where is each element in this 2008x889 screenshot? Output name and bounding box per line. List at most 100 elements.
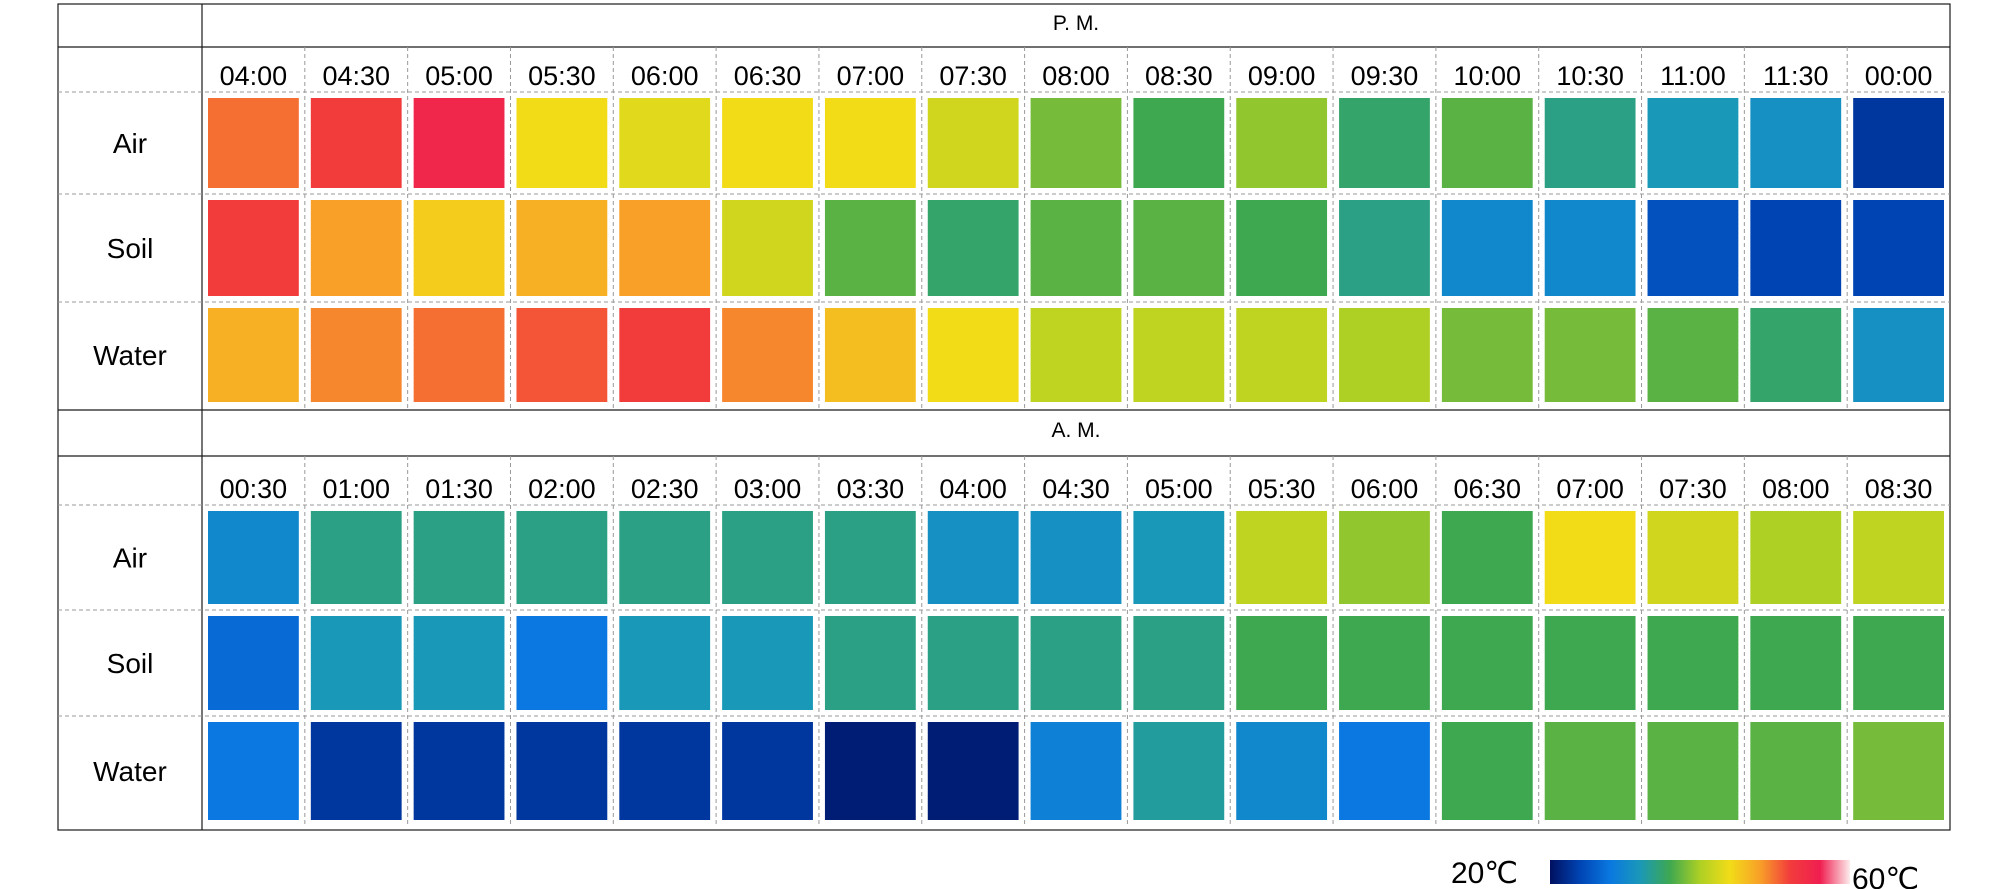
time-label: 03:00 bbox=[734, 474, 802, 504]
thermal-cell bbox=[1339, 98, 1430, 188]
thermal-cell bbox=[516, 98, 608, 188]
time-label: 04:30 bbox=[1042, 474, 1110, 504]
thermal-cell bbox=[1750, 722, 1842, 820]
thermal-cell bbox=[208, 98, 299, 188]
period-label: P. M. bbox=[1053, 12, 1099, 35]
thermal-cell bbox=[927, 98, 1019, 188]
colorbar: 20℃ 60℃ bbox=[1451, 857, 1919, 889]
thermal-cell bbox=[1853, 722, 1944, 820]
time-label: 07:30 bbox=[1659, 474, 1727, 504]
thermal-cell bbox=[1647, 616, 1739, 710]
row-label-air: Air bbox=[113, 543, 147, 574]
thermal-cell bbox=[1853, 98, 1944, 188]
thermal-cell bbox=[1750, 511, 1842, 604]
time-label: 04:00 bbox=[220, 61, 288, 91]
thermal-cell bbox=[619, 98, 711, 188]
time-label: 07:00 bbox=[1556, 474, 1624, 504]
colorbar-min-label: 20℃ bbox=[1451, 857, 1518, 889]
thermal-cell bbox=[1853, 308, 1944, 402]
thermal-cell bbox=[516, 200, 608, 296]
thermal-cell bbox=[516, 308, 608, 402]
time-label: 00:00 bbox=[1865, 61, 1933, 91]
time-label: 04:30 bbox=[322, 61, 390, 91]
thermal-cell bbox=[310, 722, 402, 820]
thermal-cell bbox=[208, 722, 299, 820]
thermal-cell bbox=[1236, 308, 1328, 402]
thermal-cell bbox=[413, 616, 505, 710]
table-frame bbox=[57, 3, 1951, 831]
colorbar-gradient bbox=[1550, 860, 1850, 884]
thermal-cell bbox=[1030, 98, 1122, 188]
thermal-cell bbox=[1030, 308, 1122, 402]
thermal-cell bbox=[413, 722, 505, 820]
thermal-cell bbox=[1544, 722, 1636, 820]
thermal-cell bbox=[1133, 308, 1225, 402]
thermal-cell bbox=[1030, 511, 1122, 604]
thermal-cell bbox=[1647, 98, 1739, 188]
thermal-cell bbox=[1441, 200, 1533, 296]
period-label: A. M. bbox=[1051, 419, 1100, 442]
thermal-cell bbox=[824, 616, 916, 710]
thermal-cell bbox=[722, 98, 813, 188]
row-label-water: Water bbox=[93, 340, 167, 371]
row-label-soil: Soil bbox=[107, 648, 154, 679]
thermal-cell bbox=[1853, 616, 1944, 710]
thermal-cell bbox=[516, 511, 608, 604]
thermal-cell bbox=[1236, 722, 1328, 820]
time-label: 10:30 bbox=[1556, 61, 1624, 91]
thermal-cell bbox=[824, 722, 916, 820]
thermal-cell bbox=[1133, 511, 1225, 604]
time-label: 05:30 bbox=[528, 61, 596, 91]
thermal-cell bbox=[722, 722, 813, 820]
thermal-cell bbox=[310, 200, 402, 296]
time-label: 05:00 bbox=[1145, 474, 1213, 504]
thermal-cell bbox=[1339, 511, 1430, 604]
thermal-cell bbox=[1544, 616, 1636, 710]
thermal-cell bbox=[1133, 722, 1225, 820]
thermal-cell bbox=[824, 200, 916, 296]
thermal-cell bbox=[619, 722, 711, 820]
thermal-cell bbox=[1750, 308, 1842, 402]
thermal-cell bbox=[824, 98, 916, 188]
thermal-cell bbox=[1236, 200, 1328, 296]
thermal-cell bbox=[1339, 308, 1430, 402]
time-label: 06:30 bbox=[734, 61, 802, 91]
time-label: 07:30 bbox=[939, 61, 1007, 91]
thermal-cell bbox=[1030, 722, 1122, 820]
thermal-cell bbox=[1544, 511, 1636, 604]
thermal-cell bbox=[1030, 200, 1122, 296]
thermal-cell bbox=[1441, 308, 1533, 402]
row-label-air: Air bbox=[113, 128, 147, 159]
thermal-cell bbox=[1133, 616, 1225, 710]
thermal-cell bbox=[1441, 98, 1533, 188]
time-label: 08:00 bbox=[1042, 61, 1110, 91]
thermal-cell bbox=[310, 98, 402, 188]
thermal-cell bbox=[516, 722, 608, 820]
thermal-cell bbox=[413, 200, 505, 296]
time-label: 09:30 bbox=[1351, 61, 1419, 91]
time-label: 02:30 bbox=[631, 474, 699, 504]
thermal-cell bbox=[927, 616, 1019, 710]
thermal-cell bbox=[1441, 722, 1533, 820]
time-label: 04:00 bbox=[939, 474, 1007, 504]
thermal-cell bbox=[1647, 308, 1739, 402]
thermal-cell bbox=[927, 200, 1019, 296]
thermal-cell bbox=[1647, 200, 1739, 296]
row-label-soil: Soil bbox=[107, 233, 154, 264]
time-label: 02:00 bbox=[528, 474, 596, 504]
thermal-cell bbox=[1236, 98, 1328, 188]
thermal-cell bbox=[619, 200, 711, 296]
row-label-water: Water bbox=[93, 756, 167, 787]
thermal-cell bbox=[619, 511, 711, 604]
thermal-cell bbox=[1236, 616, 1328, 710]
thermal-cell bbox=[310, 616, 402, 710]
time-label: 06:00 bbox=[1351, 474, 1419, 504]
time-label: 01:30 bbox=[425, 474, 493, 504]
time-label: 08:30 bbox=[1145, 61, 1213, 91]
thermal-cell bbox=[1339, 722, 1430, 820]
thermal-cell bbox=[208, 616, 299, 710]
thermal-cell bbox=[1750, 98, 1842, 188]
thermal-cell bbox=[1647, 511, 1739, 604]
thermal-cell bbox=[619, 616, 711, 710]
